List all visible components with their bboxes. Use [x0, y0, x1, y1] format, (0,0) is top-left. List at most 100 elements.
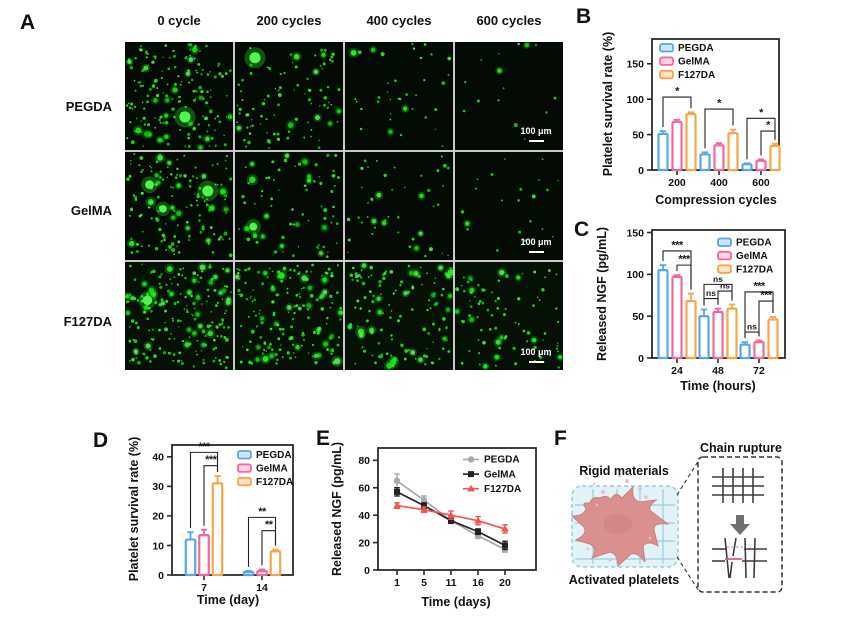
- svg-text:40: 40: [152, 452, 164, 464]
- micrograph-r2-c2: [345, 262, 453, 370]
- scale-bar-line: [528, 250, 544, 254]
- svg-text:400: 400: [710, 177, 728, 189]
- panel-e-label: E: [316, 427, 331, 450]
- svg-text:80: 80: [358, 455, 370, 467]
- svg-text:***: ***: [198, 441, 211, 453]
- scale-bar: 100 μm: [514, 126, 558, 143]
- svg-text:0: 0: [158, 570, 164, 582]
- svg-text:***: ***: [753, 280, 766, 292]
- scale-bar-label: 100 μm: [520, 347, 552, 357]
- svg-text:40: 40: [358, 510, 370, 522]
- svg-text:***: ***: [205, 454, 218, 466]
- svg-text:24: 24: [671, 365, 683, 377]
- svg-text:Compression cycles: Compression cycles: [655, 193, 777, 207]
- svg-text:30: 30: [152, 481, 164, 493]
- svg-text:PEGDA: PEGDA: [678, 43, 714, 54]
- svg-text:11: 11: [445, 577, 456, 589]
- svg-text:ns: ns: [706, 288, 716, 298]
- svg-text:1: 1: [394, 577, 400, 589]
- micrograph-r0-c2: [345, 42, 453, 150]
- scale-bar: 100 μm: [514, 237, 558, 254]
- svg-text:100: 100: [626, 269, 644, 281]
- svg-text:F127DA: F127DA: [736, 265, 773, 276]
- svg-text:PEGDA: PEGDA: [484, 455, 520, 466]
- svg-text:ns: ns: [747, 322, 757, 332]
- intact-network-icon: [712, 468, 764, 503]
- panel-c-label: C: [574, 218, 590, 241]
- activated-platelets-label: Activated platelets: [568, 573, 680, 587]
- chart-B: 0 50 100 150 200 400 600 Compression cycles Plat…: [601, 32, 781, 207]
- svg-text:Time (days): Time (days): [421, 595, 490, 609]
- svg-text:150: 150: [626, 227, 644, 239]
- svg-text:16: 16: [472, 577, 484, 589]
- svg-text:0: 0: [364, 565, 370, 577]
- svg-text:50: 50: [632, 311, 644, 323]
- scale-bar-line: [528, 360, 544, 364]
- micrograph-r0-c3: [455, 42, 563, 150]
- svg-text:Time (day): Time (day): [197, 593, 259, 607]
- column-header-400-cycles: 400 cycles: [366, 13, 432, 28]
- chain-rupture-box: [697, 456, 783, 593]
- svg-text:50: 50: [632, 129, 644, 141]
- chain-rupture-label: Chain rupture: [700, 441, 782, 455]
- row-label-gelma: GelMA: [70, 203, 112, 218]
- svg-text:**: **: [258, 506, 267, 518]
- scale-bar-label: 100 μm: [520, 237, 552, 247]
- row-label-pegda: PEGDA: [65, 99, 112, 114]
- svg-text:GelMA: GelMA: [256, 464, 288, 475]
- svg-text:72: 72: [753, 365, 765, 377]
- chart-E: 0 20 40 60 80 1 5 11 16 20 Time (days) Released NGF…: [330, 442, 537, 609]
- svg-text:PEGDA: PEGDA: [736, 238, 772, 249]
- svg-text:Released NGF (pg/mL): Released NGF (pg/mL): [595, 227, 609, 361]
- svg-text:100: 100: [626, 94, 644, 106]
- svg-text:GelMA: GelMA: [484, 469, 516, 480]
- svg-text:Platelet survival rate (%): Platelet survival rate (%): [127, 437, 141, 582]
- svg-text:150: 150: [626, 59, 644, 71]
- svg-text:10: 10: [152, 540, 164, 552]
- svg-text:200: 200: [668, 177, 686, 189]
- svg-text:***: ***: [678, 254, 691, 266]
- svg-text:5: 5: [421, 577, 427, 589]
- svg-text:0: 0: [638, 353, 644, 365]
- chart-C: 0 50 100 150 24 48 72 Time (hours) Released NGF …: [595, 227, 786, 393]
- column-header-600-cycles: 600 cycles: [476, 13, 542, 28]
- panel-b-label: B: [576, 5, 592, 28]
- column-header-200-cycles: 200 cycles: [256, 13, 322, 28]
- svg-text:14: 14: [256, 582, 268, 594]
- scale-bar-line: [528, 139, 544, 143]
- svg-text:20: 20: [499, 577, 511, 589]
- platelet-illustration: [570, 470, 670, 568]
- scale-bar-label: 100 μm: [520, 126, 552, 136]
- scale-bar: 100 μm: [514, 347, 558, 364]
- svg-text:*: *: [675, 86, 680, 98]
- svg-text:F127DA: F127DA: [678, 70, 715, 81]
- rigid-materials-label: Rigid materials: [579, 464, 669, 478]
- svg-text:48: 48: [712, 365, 724, 377]
- micrograph-r0-c1: [235, 42, 343, 150]
- svg-text:GelMA: GelMA: [736, 251, 768, 262]
- svg-text:*: *: [766, 120, 771, 132]
- micrograph-r2-c0: [125, 262, 233, 370]
- svg-text:**: **: [265, 519, 274, 531]
- micrograph-grid: [125, 42, 563, 370]
- micrograph-r1-c2: [345, 152, 453, 260]
- svg-text:7: 7: [201, 582, 207, 594]
- micrograph-r2-c3: [455, 262, 563, 370]
- svg-text:ns: ns: [720, 281, 730, 291]
- svg-text:PEGDA: PEGDA: [256, 450, 292, 461]
- panel-a-label: A: [20, 11, 36, 34]
- micrograph-r1-c0: [125, 152, 233, 260]
- micrograph-r1-c3: [455, 152, 563, 260]
- svg-text:***: ***: [671, 239, 684, 251]
- micrograph-r2-c1: [235, 262, 343, 370]
- svg-text:0: 0: [638, 165, 644, 177]
- platelet-speckles: [586, 470, 652, 562]
- svg-text:ns: ns: [713, 274, 723, 284]
- column-header-0-cycle: 0 cycle: [157, 13, 201, 28]
- svg-text:GelMA: GelMA: [678, 57, 710, 68]
- svg-text:20: 20: [358, 537, 370, 549]
- down-arrow-icon: [730, 515, 750, 535]
